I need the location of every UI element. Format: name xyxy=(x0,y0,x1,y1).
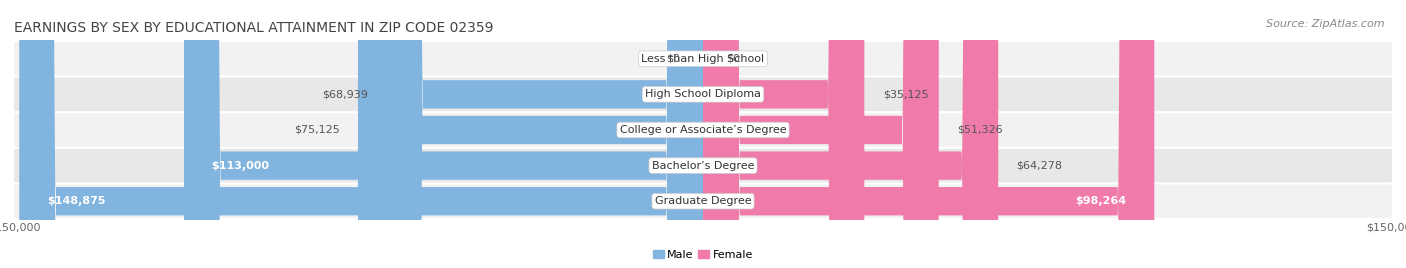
FancyBboxPatch shape xyxy=(703,0,998,268)
FancyBboxPatch shape xyxy=(703,0,939,268)
FancyBboxPatch shape xyxy=(387,0,703,268)
FancyBboxPatch shape xyxy=(14,149,1392,182)
FancyBboxPatch shape xyxy=(184,0,703,268)
FancyBboxPatch shape xyxy=(14,113,1392,147)
Text: $51,326: $51,326 xyxy=(957,125,1002,135)
Text: Bachelor’s Degree: Bachelor’s Degree xyxy=(652,161,754,171)
Text: High School Diploma: High School Diploma xyxy=(645,89,761,99)
Text: $148,875: $148,875 xyxy=(46,196,105,206)
Legend: Male, Female: Male, Female xyxy=(648,245,758,265)
Text: $0: $0 xyxy=(666,54,681,64)
Text: College or Associate’s Degree: College or Associate’s Degree xyxy=(620,125,786,135)
FancyBboxPatch shape xyxy=(14,78,1392,111)
Text: $75,125: $75,125 xyxy=(294,125,340,135)
Text: Source: ZipAtlas.com: Source: ZipAtlas.com xyxy=(1267,19,1385,29)
FancyBboxPatch shape xyxy=(703,0,1154,268)
Text: Graduate Degree: Graduate Degree xyxy=(655,196,751,206)
FancyBboxPatch shape xyxy=(14,42,1392,76)
Text: Less than High School: Less than High School xyxy=(641,54,765,64)
Text: $68,939: $68,939 xyxy=(322,89,368,99)
FancyBboxPatch shape xyxy=(703,0,865,268)
Text: $64,278: $64,278 xyxy=(1017,161,1063,171)
FancyBboxPatch shape xyxy=(14,184,1392,218)
Text: EARNINGS BY SEX BY EDUCATIONAL ATTAINMENT IN ZIP CODE 02359: EARNINGS BY SEX BY EDUCATIONAL ATTAINMEN… xyxy=(14,21,494,35)
FancyBboxPatch shape xyxy=(359,0,703,268)
Text: $98,264: $98,264 xyxy=(1076,196,1126,206)
Text: $35,125: $35,125 xyxy=(883,89,928,99)
Text: $113,000: $113,000 xyxy=(211,161,270,171)
Text: $0: $0 xyxy=(725,54,740,64)
FancyBboxPatch shape xyxy=(20,0,703,268)
